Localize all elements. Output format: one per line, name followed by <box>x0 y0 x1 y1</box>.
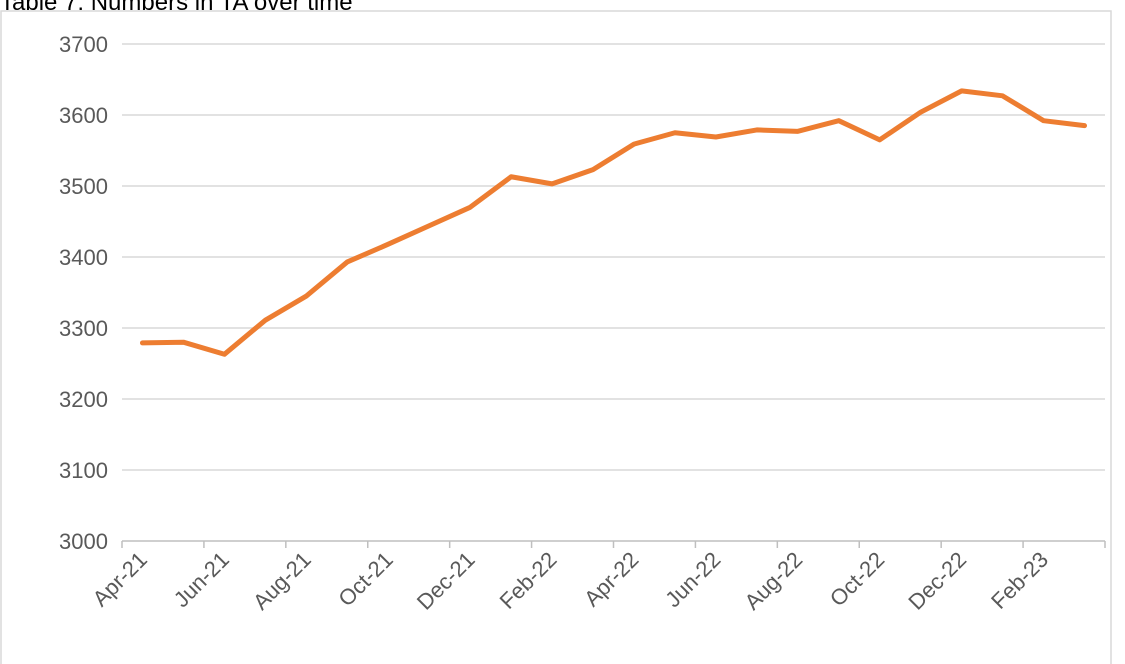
x-tick-label: Jun-22 <box>660 547 725 612</box>
x-tick-label: Oct-21 <box>333 547 397 611</box>
x-tick-label: Oct-22 <box>825 547 889 611</box>
y-tick-label: 3600 <box>59 103 108 128</box>
y-tick-label: 3100 <box>59 458 108 483</box>
chart-title: Table 7: Numbers in TA over time <box>0 0 353 16</box>
y-tick-label: 3000 <box>59 529 108 554</box>
x-tick-label: Apr-22 <box>579 547 643 611</box>
x-tick-label: Aug-22 <box>739 547 807 615</box>
y-tick-label: 3700 <box>59 32 108 57</box>
x-tick-label: Feb-23 <box>986 547 1053 614</box>
y-tick-label: 3400 <box>59 245 108 270</box>
line-series <box>139 88 1088 357</box>
x-tick-label: Feb-22 <box>495 547 562 614</box>
y-tick-label: 3300 <box>59 316 108 341</box>
x-tick-label: Jun-21 <box>169 547 234 612</box>
x-tick-label: Aug-21 <box>248 547 316 615</box>
chart-frame <box>0 10 1112 664</box>
x-tick-label: Dec-22 <box>903 547 971 615</box>
y-tick-label: 3200 <box>59 387 108 412</box>
x-tick-label: Dec-21 <box>412 547 480 615</box>
y-tick-label: 3500 <box>59 174 108 199</box>
x-tick-label: Apr-21 <box>88 547 152 611</box>
